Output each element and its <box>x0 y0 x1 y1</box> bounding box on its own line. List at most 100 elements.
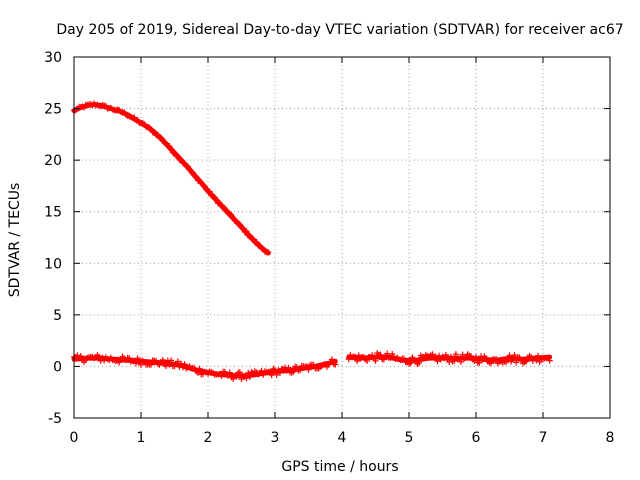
y-tick-label: 25 <box>44 102 62 118</box>
data-point <box>159 356 166 363</box>
data-point <box>467 353 474 360</box>
data-point <box>184 163 191 170</box>
x-tick-label: 5 <box>405 430 414 446</box>
data-point <box>354 357 361 364</box>
data-point <box>546 357 553 364</box>
x-tick-label: 7 <box>539 430 548 446</box>
x-tick-label: 4 <box>338 430 347 446</box>
y-tick-label: 10 <box>44 256 62 272</box>
x-tick-label: 8 <box>606 430 615 446</box>
data-point <box>444 355 451 362</box>
data-point <box>384 350 391 357</box>
data-point <box>457 358 464 365</box>
y-tick-label: 5 <box>53 308 62 324</box>
data-point <box>266 368 273 375</box>
data-point <box>372 357 379 364</box>
data-point <box>400 355 407 362</box>
data-point <box>277 369 284 376</box>
data-point <box>194 369 201 376</box>
data-point <box>77 353 84 360</box>
data-point <box>293 364 300 371</box>
data-point <box>101 357 108 364</box>
data-point <box>253 239 260 246</box>
y-tick-label: 30 <box>44 50 62 66</box>
x-tick-label: 3 <box>271 430 280 446</box>
data-point <box>523 358 530 365</box>
data-point <box>268 372 275 379</box>
data-point <box>364 357 371 364</box>
data-point <box>218 373 225 380</box>
x-tick-label: 1 <box>137 430 146 446</box>
data-point <box>250 235 257 242</box>
data-point <box>506 352 513 359</box>
data-point <box>447 353 454 360</box>
data-point <box>233 373 240 380</box>
data-point <box>196 365 203 372</box>
data-point <box>228 211 235 218</box>
data-point <box>479 356 486 363</box>
series-low-curve-2 <box>345 350 553 368</box>
data-point <box>509 355 516 362</box>
data-point <box>377 351 384 358</box>
data-point <box>206 188 213 195</box>
data-point <box>290 368 297 375</box>
data-point <box>380 356 387 363</box>
data-point <box>504 357 511 364</box>
data-point <box>533 357 540 364</box>
data-point <box>226 369 233 376</box>
data-point <box>355 352 362 359</box>
data-point <box>166 143 173 150</box>
data-point <box>246 373 253 380</box>
data-point <box>191 365 198 372</box>
data-point <box>163 363 170 370</box>
data-point <box>456 355 463 362</box>
data-point <box>236 369 243 376</box>
data-point <box>138 361 144 368</box>
x-tick-label: 0 <box>70 430 79 446</box>
data-point <box>332 361 339 368</box>
data-point <box>451 358 458 365</box>
x-tick-label: 6 <box>472 430 481 446</box>
data-point <box>240 225 247 232</box>
series-band <box>71 101 271 256</box>
data-point <box>488 360 495 367</box>
y-axis-label: SDTVAR / TECUs <box>7 183 23 298</box>
data-point <box>421 355 428 362</box>
data-point <box>148 126 155 133</box>
data-point <box>459 351 466 358</box>
data-point <box>174 153 181 160</box>
axis-ticks: 0 1 2 3 4 5 6 7 8 -5 0 5 10 15 20 25 30 <box>44 50 614 446</box>
data-point <box>352 354 359 361</box>
data-point <box>442 351 449 358</box>
y-tick-label: -5 <box>48 411 62 427</box>
data-point <box>518 356 525 363</box>
data-point <box>166 361 173 368</box>
data-point <box>201 183 208 190</box>
data-point <box>471 357 478 364</box>
data-point <box>303 363 310 370</box>
data-point <box>483 355 490 362</box>
data-point <box>223 207 230 214</box>
data-point <box>181 361 188 368</box>
data-point <box>407 360 414 367</box>
data-point <box>305 366 312 373</box>
data-point <box>158 360 165 367</box>
data-point <box>432 353 439 360</box>
data-point <box>328 356 335 363</box>
data-point <box>416 360 423 367</box>
data-layer <box>71 100 553 383</box>
x-axis-label: GPS time / hours <box>281 459 398 475</box>
data-point <box>245 369 252 376</box>
y-tick-label: 15 <box>44 205 62 221</box>
data-point <box>158 134 165 141</box>
data-point <box>168 146 175 153</box>
data-point <box>345 356 352 363</box>
data-point <box>434 358 441 365</box>
data-point <box>168 357 175 364</box>
data-point <box>148 361 155 368</box>
data-point <box>452 351 459 358</box>
data-point <box>151 129 158 136</box>
data-point <box>243 375 250 382</box>
y-tick-label: 20 <box>44 153 62 169</box>
data-point <box>243 228 250 235</box>
